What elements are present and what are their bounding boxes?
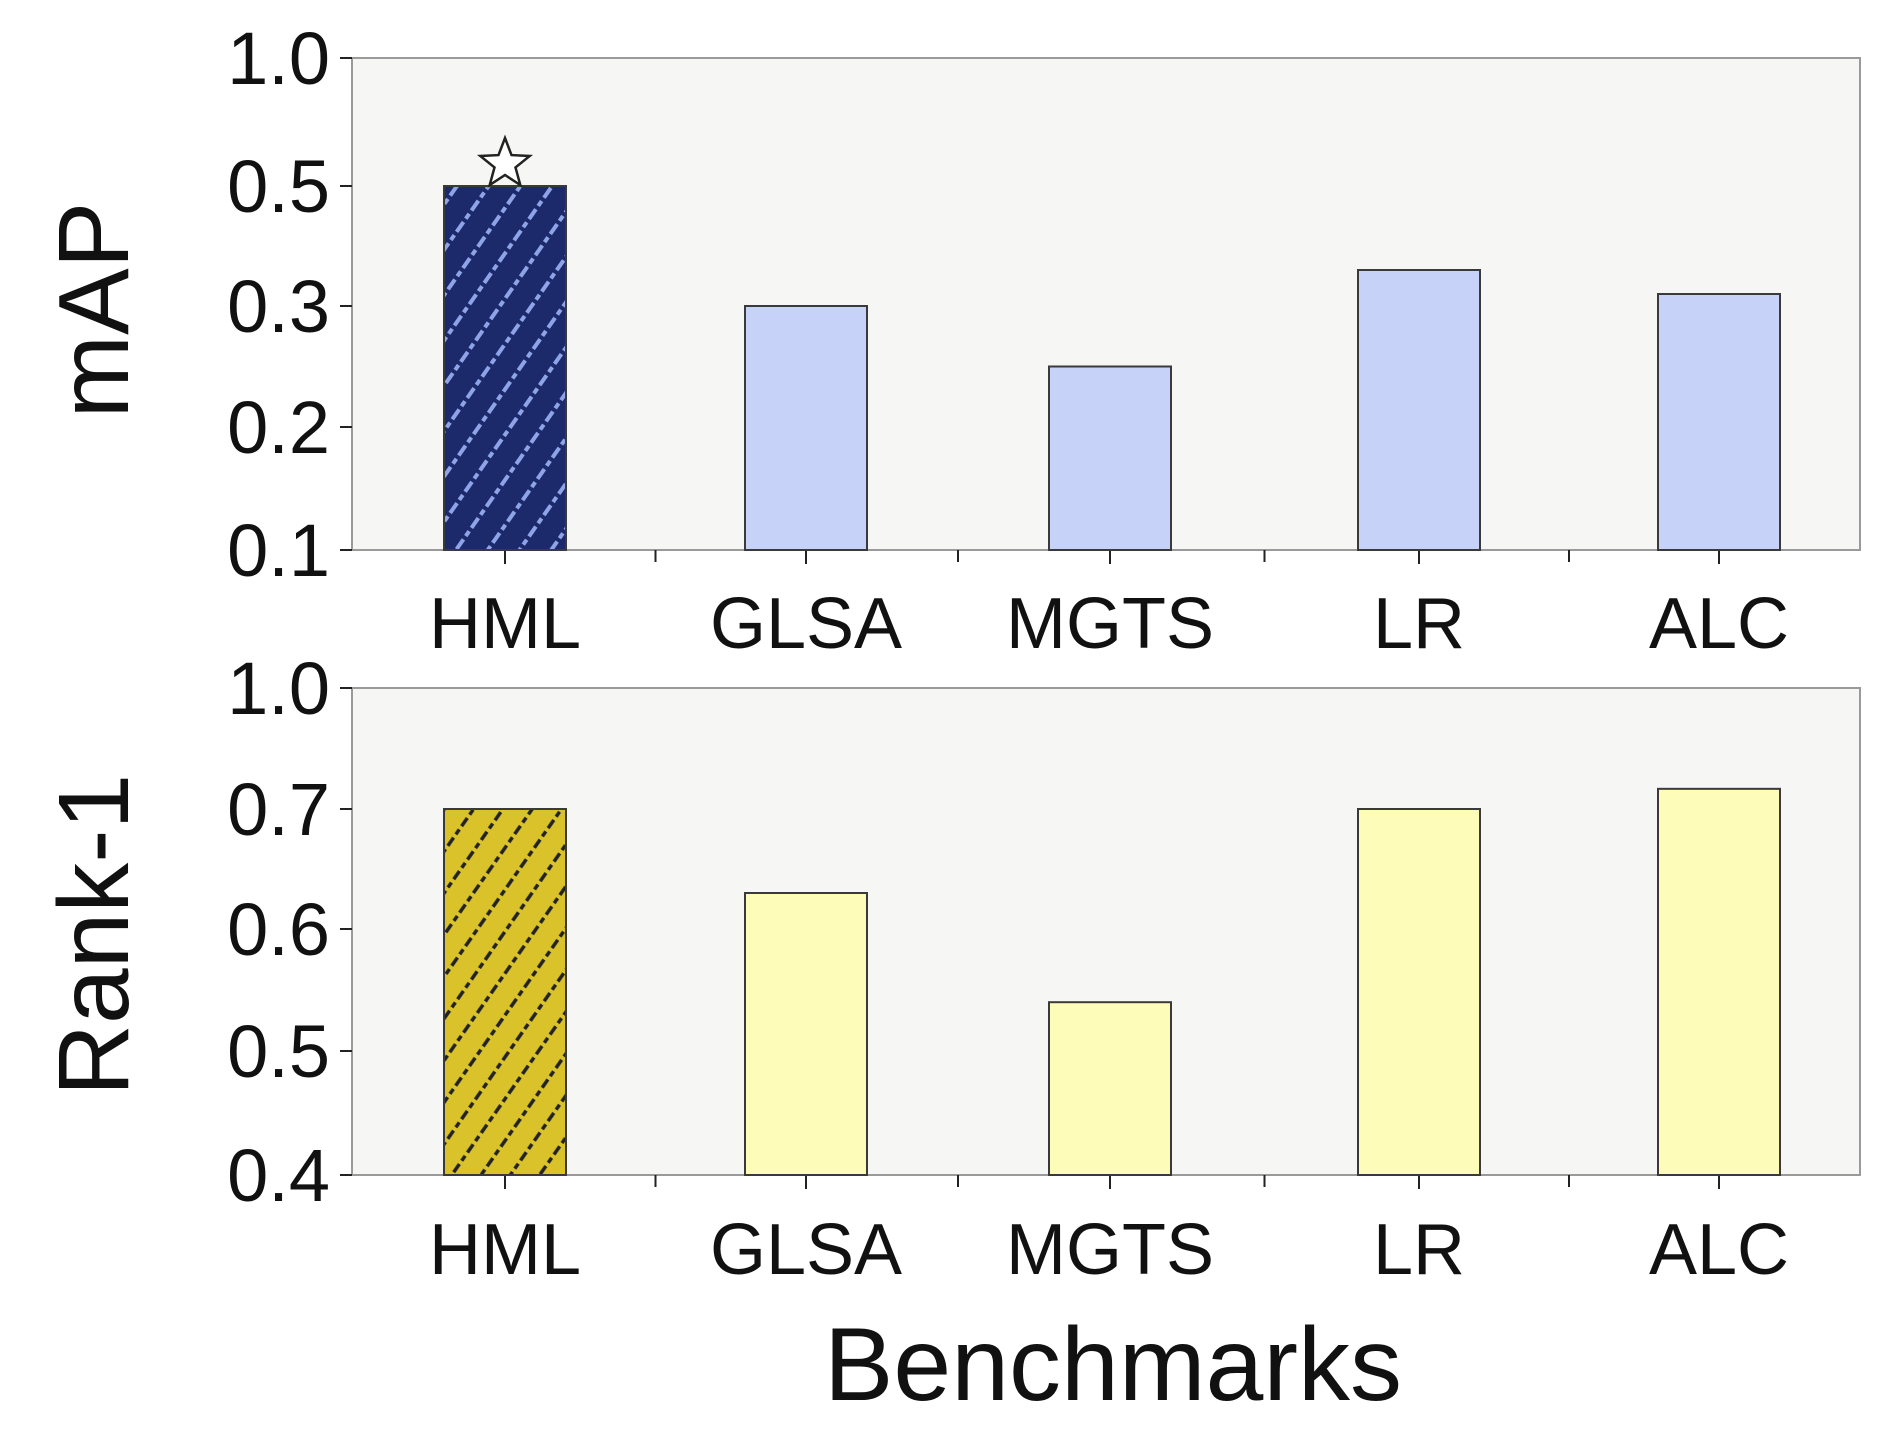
map-y-tick-label: 0.2 xyxy=(227,386,330,469)
rank1-category-label: GLSA xyxy=(710,1210,902,1290)
map-y-tick-label: 0.1 xyxy=(227,509,330,592)
map-y-tick-label: 0.3 xyxy=(227,265,330,348)
rank1-bar-hml xyxy=(443,808,567,1176)
rank1-panel: 0.4 0.5 0.6 0.7 1.0 HML GLSA MGTS LR ALC Rank-1 xyxy=(38,647,1861,1290)
map-y-axis-label: mAP xyxy=(38,202,150,419)
rank1-category-labels: HML GLSA MGTS LR ALC xyxy=(429,1210,1789,1290)
rank1-y-tick-label: 0.6 xyxy=(227,888,330,971)
rank1-y-axis: 0.4 0.5 0.6 0.7 1.0 xyxy=(227,647,352,1217)
map-category-labels: HML GLSA MGTS LR ALC xyxy=(429,584,1789,664)
map-category-label: HML xyxy=(429,584,581,664)
map-bar-alc xyxy=(1657,293,1781,551)
map-bar-mgts xyxy=(1048,365,1172,551)
rank1-bar-alc xyxy=(1657,787,1781,1176)
rank1-bars xyxy=(443,787,1781,1177)
rank1-y-tick-label: 1.0 xyxy=(227,647,330,730)
rank1-bar-mgts xyxy=(1048,1001,1172,1177)
map-category-label: LR xyxy=(1373,584,1465,664)
map-bar-hml xyxy=(443,185,567,551)
x-axis-title: Benchmarks xyxy=(824,1307,1402,1423)
rank1-bar-lr xyxy=(1357,808,1481,1176)
map-category-label: GLSA xyxy=(710,584,902,664)
rank1-category-label: HML xyxy=(429,1210,581,1290)
rank1-bar-glsa xyxy=(744,892,868,1176)
star-icon xyxy=(476,134,534,188)
map-bar-glsa xyxy=(744,305,868,551)
map-y-tick-label: 0.5 xyxy=(227,145,330,228)
rank1-category-label: ALC xyxy=(1649,1210,1789,1290)
map-category-label: ALC xyxy=(1649,584,1789,664)
rank1-y-tick-label: 0.4 xyxy=(227,1134,330,1217)
map-y-tick-label: 1.0 xyxy=(227,17,330,100)
map-category-label: MGTS xyxy=(1006,584,1214,664)
map-y-axis: 0.1 0.2 0.3 0.5 1.0 xyxy=(227,17,352,592)
rank1-y-tick-label: 0.7 xyxy=(227,768,330,851)
map-bars xyxy=(443,134,1781,551)
rank1-category-label: LR xyxy=(1373,1210,1465,1290)
rank1-y-tick-label: 0.5 xyxy=(227,1010,330,1093)
rank1-category-label: MGTS xyxy=(1006,1210,1214,1290)
map-bar-lr xyxy=(1357,269,1481,551)
rank1-y-axis-label: Rank-1 xyxy=(38,774,150,1096)
map-panel: 0.1 0.2 0.3 0.5 1.0 HML GLSA MGTS LR ALC mAP xyxy=(38,17,1861,664)
